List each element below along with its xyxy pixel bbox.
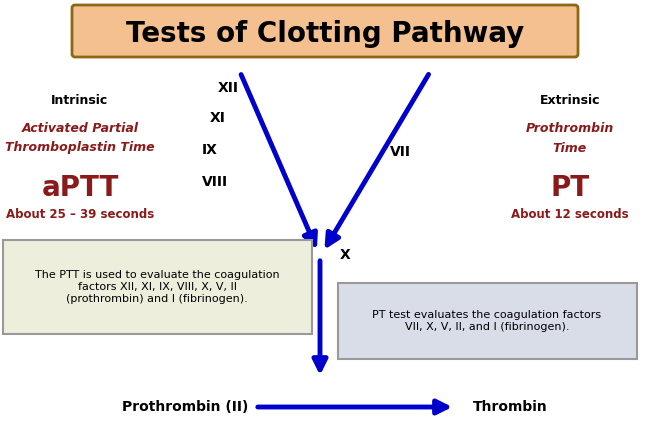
Text: VIII: VIII	[202, 175, 228, 189]
FancyBboxPatch shape	[72, 5, 578, 57]
Text: XI: XI	[210, 111, 226, 125]
Text: Extrinsic: Extrinsic	[540, 94, 600, 107]
Text: Thrombin: Thrombin	[473, 400, 547, 414]
Text: Thromboplastin Time: Thromboplastin Time	[5, 142, 155, 155]
Text: Intrinsic: Intrinsic	[51, 94, 109, 107]
Text: V: V	[340, 301, 351, 315]
Text: About 12 seconds: About 12 seconds	[511, 209, 629, 222]
Text: aPTT: aPTT	[42, 174, 119, 202]
Text: Tests of Clotting Pathway: Tests of Clotting Pathway	[126, 20, 524, 48]
Text: Prothrombin: Prothrombin	[526, 122, 614, 135]
Text: IX: IX	[202, 143, 218, 157]
FancyBboxPatch shape	[3, 240, 312, 334]
Text: The PTT is used to evaluate the coagulation
factors XII, XI, IX, VIII, X, V, II
: The PTT is used to evaluate the coagulat…	[34, 270, 280, 304]
Text: XII: XII	[218, 81, 239, 95]
Text: Time: Time	[553, 142, 587, 155]
Text: Activated Partial: Activated Partial	[21, 122, 138, 135]
Text: VII: VII	[389, 145, 411, 159]
Text: X: X	[340, 248, 351, 262]
FancyBboxPatch shape	[338, 283, 637, 359]
Text: Prothrombin (II): Prothrombin (II)	[122, 400, 248, 414]
Text: About 25 – 39 seconds: About 25 – 39 seconds	[6, 209, 154, 222]
Text: PT: PT	[551, 174, 590, 202]
Text: PT test evaluates the coagulation factors
VII, X, V, II, and I (fibrinogen).: PT test evaluates the coagulation factor…	[372, 310, 601, 332]
